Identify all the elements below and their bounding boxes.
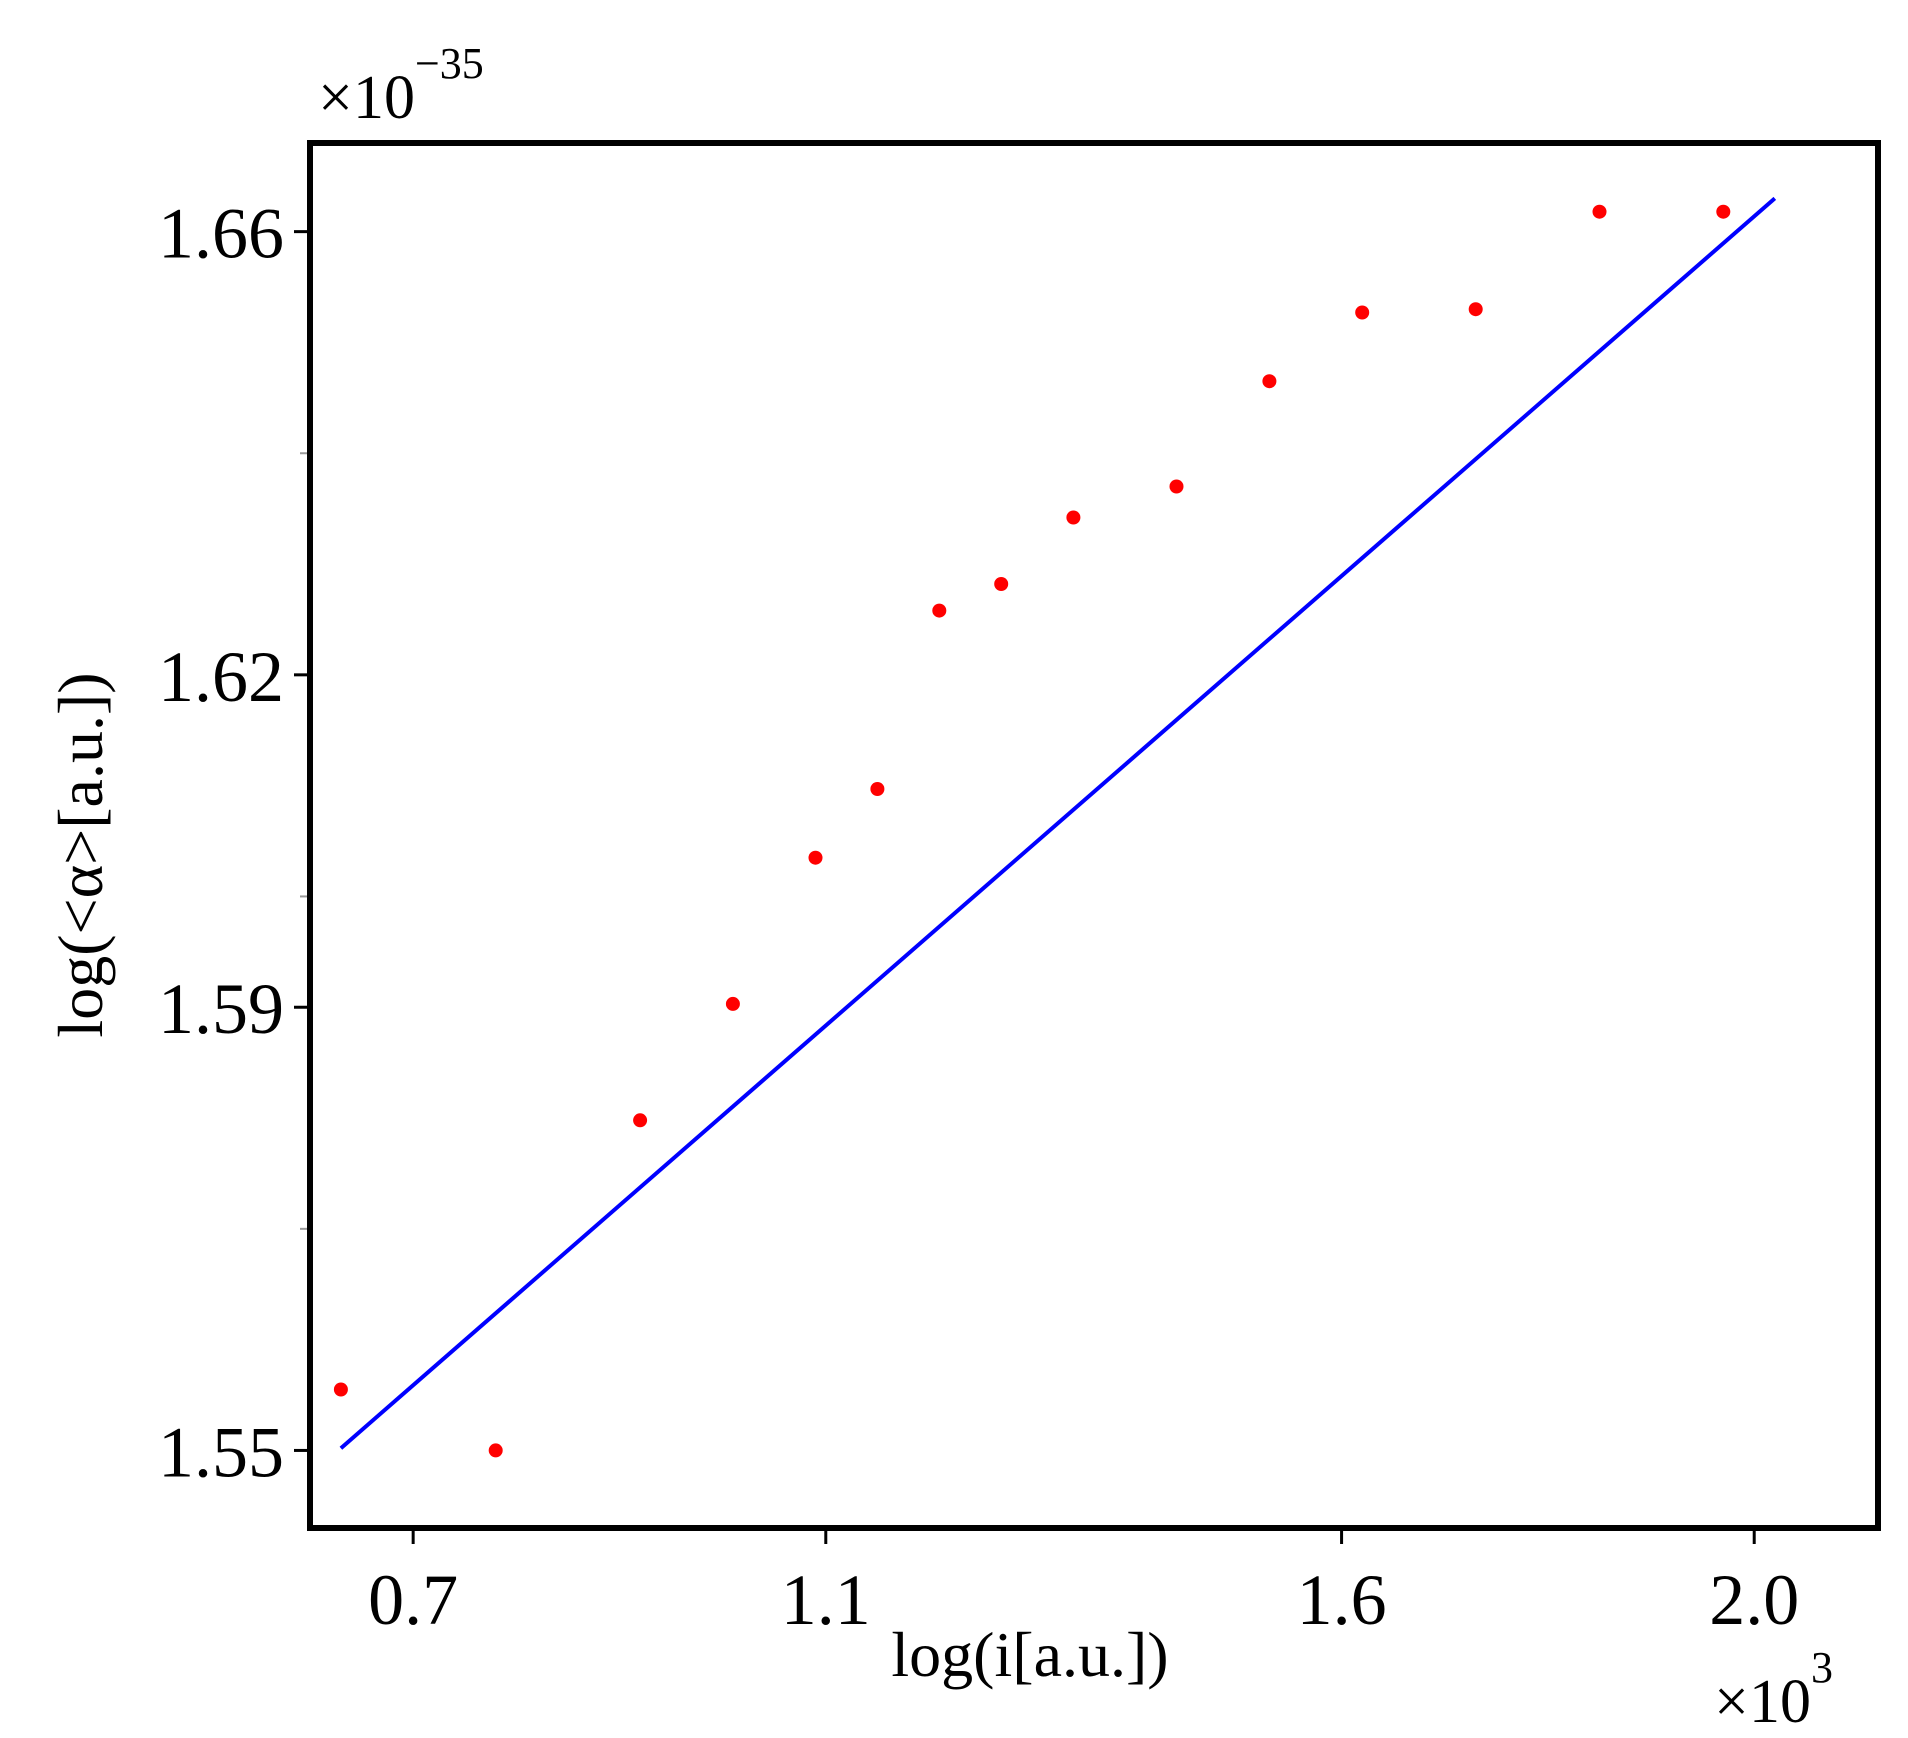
x-tick-label: 1.6 [1297,1560,1387,1640]
data-point [633,1113,648,1128]
y-axis-label: log(<α>[a.u.]) [45,672,116,1037]
fit-line-layer [339,196,1777,1450]
data-point [1716,204,1731,219]
data-point [1355,305,1370,320]
x-multiplier: ×103 [1714,1643,1833,1736]
x-multiplier-base: ×10 [1714,1668,1811,1736]
fit-line [339,196,1777,1450]
x-tick-label: 1.1 [781,1560,871,1640]
data-point [725,996,740,1011]
y-multiplier: ×10−35 [318,39,484,132]
y-tick-label: 1.55 [158,1412,284,1492]
data-point [994,577,1009,591]
plot-frame [307,140,1881,1531]
data-point [1592,204,1607,219]
data-point [808,850,823,865]
data-point [1066,510,1081,525]
x-multiplier-exponent: 3 [1811,1643,1833,1692]
x-axis-ticks: 0.7 1.1 1.6 2.0 [368,1531,1799,1640]
data-point [333,1382,348,1397]
y-multiplier-exponent: −35 [415,39,484,88]
x-tick-label: 0.7 [368,1560,458,1640]
data-points-layer [333,204,1731,1458]
x-tick-label: 2.0 [1709,1560,1799,1640]
y-axis-ticks: 1.55 1.59 1.62 1.66 [158,194,307,1492]
data-point [488,1443,503,1458]
x-axis-label: log(i[a.u.]) [891,1619,1168,1690]
data-point [1468,302,1483,317]
y-tick-label: 1.62 [158,637,284,717]
plot-area [307,140,1881,1531]
data-point [932,603,947,618]
data-point [1169,479,1184,494]
data-point [870,782,885,796]
y-multiplier-base: ×10 [318,64,415,132]
y-tick-label: 1.59 [158,969,284,1049]
y-tick-label: 1.66 [158,194,284,274]
data-point [1262,374,1277,389]
